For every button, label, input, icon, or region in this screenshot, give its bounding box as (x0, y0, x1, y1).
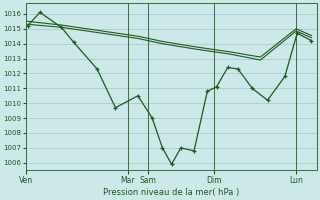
X-axis label: Pression niveau de la mer( hPa ): Pression niveau de la mer( hPa ) (103, 188, 239, 197)
